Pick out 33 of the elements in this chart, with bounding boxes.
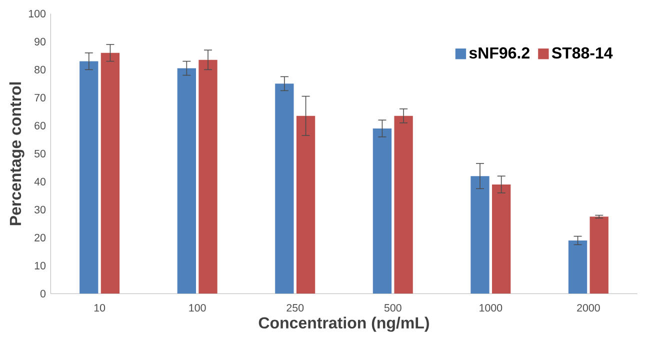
x-tick-label: 100 (189, 304, 206, 312)
y-tick-label: 90 (34, 38, 46, 46)
y-tick-label: 50 (34, 150, 46, 158)
bar (394, 116, 413, 294)
x-tick-label: 250 (286, 304, 304, 312)
x-axis-title: Concentration (ng/mL) (258, 316, 429, 332)
legend-label: ST88-14 (552, 47, 613, 59)
bar (372, 128, 392, 294)
legend-label: sNF96.2 (469, 47, 530, 59)
x-tick-label: 2000 (577, 304, 600, 312)
y-tick-label: 10 (34, 262, 46, 270)
x-tick-label: 10 (94, 304, 106, 312)
bar (275, 84, 294, 294)
y-tick-label: 0 (40, 290, 46, 298)
bar (470, 176, 490, 294)
x-tick-label: 500 (384, 304, 402, 312)
y-tick-label: 60 (34, 122, 46, 130)
y-tick-label: 100 (28, 10, 46, 18)
bar (492, 184, 511, 294)
y-tick-label: 20 (34, 234, 46, 242)
bar (177, 68, 196, 294)
y-axis-title: Percentage control (9, 82, 24, 226)
bar (198, 60, 218, 294)
x-tick-label: 1000 (480, 304, 502, 312)
bar (100, 52, 120, 294)
y-tick-label: 30 (34, 206, 46, 214)
bar (80, 61, 98, 294)
y-tick-label: 70 (34, 94, 46, 102)
bar (296, 116, 316, 294)
bar (590, 216, 608, 294)
y-tick-label: 40 (34, 178, 46, 186)
bar (568, 240, 588, 294)
y-tick-label: 80 (34, 66, 46, 74)
